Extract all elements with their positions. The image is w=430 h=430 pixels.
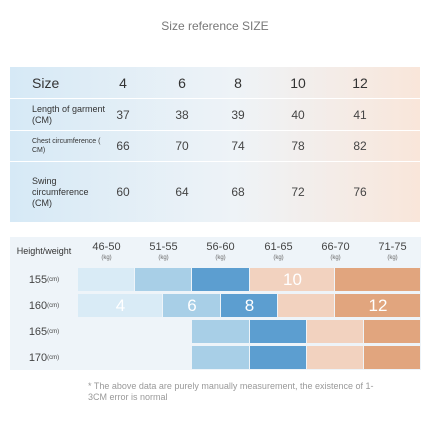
weight-range: 61-65 [264,240,293,253]
page-title: Size reference SIZE [161,19,269,33]
height-label: 170 (cm) [10,346,78,370]
fit-cell [335,268,420,291]
size-value: 12 [352,74,368,91]
weight-unit: (kg) [158,254,169,261]
fit-cell [364,346,420,369]
cell-value: 37 [116,107,130,122]
fit-cell [192,346,249,369]
row-label: Swing circumference (CM) [32,175,89,208]
fit-cell [307,346,363,369]
size-header: Size [32,74,60,91]
cell-value: 72 [291,185,305,199]
size-value: 4 [119,74,127,91]
size-label: 4 [115,296,126,315]
weight-range: 56-60 [206,240,235,253]
cell-value: 66 [116,139,130,153]
size-label: 6 [187,296,197,315]
fit-cell [307,320,363,343]
height-unit: (cm) [47,355,60,361]
size-label: 8 [244,296,255,315]
weight-range: 66-70 [321,240,350,253]
size-table-bg [10,67,420,222]
row-divider [10,98,420,99]
fit-cell [163,294,220,317]
height-unit: (cm) [47,329,60,335]
weight-unit: (kg) [101,254,112,261]
fit-cell [192,320,249,343]
size-value: 8 [234,74,242,91]
fit-cell [135,268,191,291]
fit-cell [78,294,162,317]
fit-cell [78,268,134,291]
cell-value: 40 [291,107,305,122]
height-label: 155 (cm) [10,268,78,292]
weight-unit: (kg) [273,254,284,261]
weight-unit: (kg) [215,254,226,261]
height-unit: (cm) [47,277,60,283]
cell-value: 64 [175,185,189,199]
cell-value: 82 [353,139,367,153]
cell-value: 41 [353,107,367,122]
weight-unit: (kg) [387,254,398,261]
weight-unit: (kg) [330,254,341,261]
cell-value: 39 [231,107,245,122]
height-value: 155 [28,274,48,286]
cell-value: 76 [353,185,367,199]
size-value: 6 [178,74,186,91]
size-label: 10 [283,270,302,289]
fit-cell [364,320,420,343]
cell-value: 68 [231,185,245,199]
fit-cell [221,294,277,317]
row-label: Length of garment (CM) [32,103,106,125]
weight-range: 51-55 [149,240,178,253]
corner-label: Height/weight [16,246,72,256]
fit-cell [335,294,420,317]
size-value: 10 [290,74,306,91]
cell-value: 60 [116,185,130,199]
row-divider [10,130,420,131]
height-value: 170 [28,352,48,364]
fit-cell [250,320,306,343]
height-unit: (cm) [47,303,60,309]
size-label: 12 [368,296,388,315]
height-value: 160 [28,300,48,312]
fit-cell [192,268,249,291]
weight-range: 46-50 [92,240,121,253]
height-label: 165 (cm) [10,320,78,344]
height-label: 160 (cm) [10,294,78,318]
note: * The above data are purely manually mea… [88,381,374,402]
weight-range: 71-75 [378,240,407,253]
fit-cell [278,294,334,317]
cell-value: 38 [175,107,189,122]
height-value: 165 [28,326,48,338]
fit-cell [250,268,334,291]
cell-value: 70 [175,139,189,153]
fit-cell [250,346,306,369]
cell-value: 74 [231,139,245,153]
row-label: Chest circumference ( CM) [32,138,101,154]
cell-value: 78 [291,139,305,153]
row-divider [10,161,420,162]
